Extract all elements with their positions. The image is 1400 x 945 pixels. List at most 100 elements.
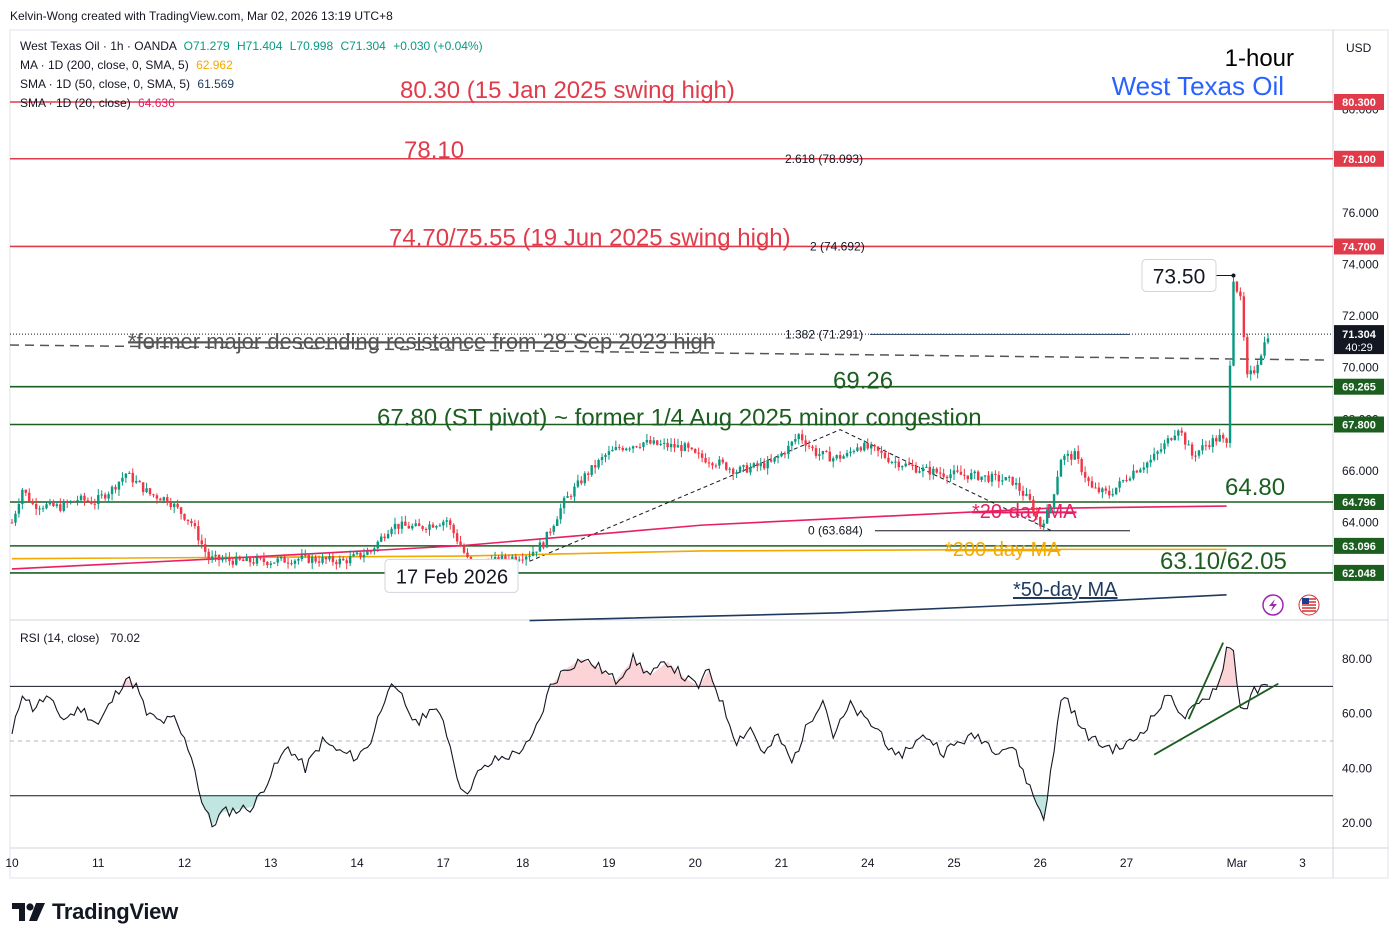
level-axis-label: 63.096 bbox=[1342, 541, 1376, 553]
sma50-line bbox=[529, 593, 1227, 622]
tradingview-wordmark: TradingView bbox=[52, 899, 178, 924]
currency-label[interactable]: USD bbox=[1346, 41, 1372, 55]
candle-body bbox=[535, 551, 538, 553]
candle-body bbox=[794, 439, 797, 442]
indicator-label: SMA · 1D (50, close, 0, SMA, 5) bbox=[20, 77, 191, 91]
indicator-legend-sma50[interactable]: SMA · 1D (50, close, 0, SMA, 5) 61.569 bbox=[20, 77, 234, 91]
candle-body bbox=[673, 443, 676, 448]
candle-body bbox=[624, 448, 628, 451]
candle-body bbox=[442, 521, 445, 526]
indicator-legend-sma20[interactable]: SMA · 1D (20, close) 64.636 bbox=[20, 96, 175, 110]
candle-body bbox=[959, 471, 963, 475]
candle-body bbox=[1035, 512, 1039, 517]
indicator-legend-ma200[interactable]: MA · 1D (200, close, 0, SMA, 5) 62.962 bbox=[20, 58, 233, 72]
candle-body bbox=[324, 557, 328, 560]
candle-body bbox=[1021, 490, 1025, 496]
candle-body bbox=[138, 480, 141, 483]
candle-body bbox=[1204, 445, 1208, 447]
candle-body bbox=[228, 557, 231, 561]
candle-body bbox=[545, 531, 549, 548]
candle-body bbox=[521, 559, 524, 561]
y-tick-label: 66.000 bbox=[1342, 464, 1379, 478]
candle-body bbox=[825, 451, 828, 453]
candle-body bbox=[783, 453, 787, 455]
x-tick-label: 21 bbox=[775, 856, 789, 870]
candle-body bbox=[1221, 434, 1225, 439]
candle-body bbox=[1108, 490, 1111, 496]
rsi-title: RSI (14, close) bbox=[20, 631, 99, 645]
candle-body bbox=[93, 503, 97, 505]
candle-body bbox=[990, 473, 994, 482]
candle-body bbox=[1052, 494, 1056, 508]
x-tick-label: 12 bbox=[178, 856, 192, 870]
candle-body bbox=[431, 524, 435, 528]
candle-body bbox=[400, 521, 404, 529]
candle-body bbox=[397, 523, 400, 529]
candle-body bbox=[348, 556, 352, 564]
candle-body bbox=[193, 523, 197, 527]
candle-body bbox=[97, 495, 100, 504]
sma20-line bbox=[11, 505, 1227, 570]
candle-body bbox=[635, 446, 638, 448]
candle-body bbox=[628, 448, 631, 450]
timeframe-title: 1-hour bbox=[1224, 45, 1294, 72]
candle-body bbox=[121, 477, 124, 482]
candle-body bbox=[676, 445, 680, 448]
ohlc-open: O71.279 bbox=[183, 39, 230, 53]
candle-body bbox=[1246, 337, 1249, 375]
candle-body bbox=[683, 443, 687, 452]
candle-body bbox=[1249, 370, 1252, 375]
candle-body bbox=[642, 442, 645, 447]
candle-body bbox=[562, 497, 566, 509]
candle-body bbox=[338, 558, 342, 565]
rsi-overbought-fill bbox=[650, 661, 668, 687]
current-price-label: 71.304 bbox=[1342, 329, 1377, 341]
callout-high-point bbox=[1231, 273, 1236, 278]
candle-body bbox=[835, 455, 838, 459]
candle-body bbox=[914, 466, 918, 473]
candle-body bbox=[731, 468, 735, 474]
candle-body bbox=[1025, 493, 1028, 496]
candle-body bbox=[1225, 438, 1228, 443]
candle-body bbox=[925, 466, 928, 468]
candle-body bbox=[1111, 494, 1114, 496]
candle-body bbox=[241, 559, 245, 561]
candle-body bbox=[1194, 455, 1197, 457]
tradingview-logo[interactable]: TradingView bbox=[12, 899, 178, 925]
candle-body bbox=[69, 501, 72, 504]
candle-body bbox=[656, 440, 659, 445]
candle-body bbox=[666, 442, 669, 448]
candle-body bbox=[980, 476, 983, 480]
symbol-legend[interactable]: West Texas Oil · 1h · OANDA O71.279 H71.… bbox=[20, 39, 483, 53]
candle-body bbox=[452, 524, 455, 534]
level-axis-badge bbox=[1334, 564, 1384, 581]
candle-body bbox=[383, 536, 386, 539]
candle-body bbox=[335, 562, 338, 565]
candle-body bbox=[728, 468, 731, 470]
level-axis-badge bbox=[1334, 416, 1384, 433]
rsi-overbought-fill bbox=[667, 661, 685, 687]
candle-body bbox=[873, 444, 876, 447]
level-label: 63.10/62.05 bbox=[1160, 548, 1287, 575]
ohlc-close: C71.304 bbox=[340, 39, 386, 53]
candle-body bbox=[607, 451, 611, 455]
candle-body bbox=[1132, 470, 1135, 479]
candle-body bbox=[1087, 477, 1090, 482]
candle-body bbox=[79, 495, 83, 501]
candle-body bbox=[1077, 451, 1080, 459]
candle-body bbox=[970, 473, 973, 480]
candle-body bbox=[694, 449, 697, 453]
candle-body bbox=[832, 458, 835, 462]
x-tick-label: Mar bbox=[1227, 856, 1248, 870]
callout-low-label: 17 Feb 2026 bbox=[396, 566, 508, 588]
candle-body bbox=[569, 496, 573, 498]
candle-body bbox=[1263, 342, 1266, 356]
chart-credit: Kelvin-Wong created with TradingView.com… bbox=[10, 9, 393, 23]
candle-body bbox=[1104, 488, 1108, 491]
candle-body bbox=[880, 450, 883, 453]
candle-body bbox=[531, 551, 535, 556]
candle-body bbox=[297, 559, 300, 561]
candle-body bbox=[107, 494, 110, 499]
candle-body bbox=[172, 503, 176, 508]
